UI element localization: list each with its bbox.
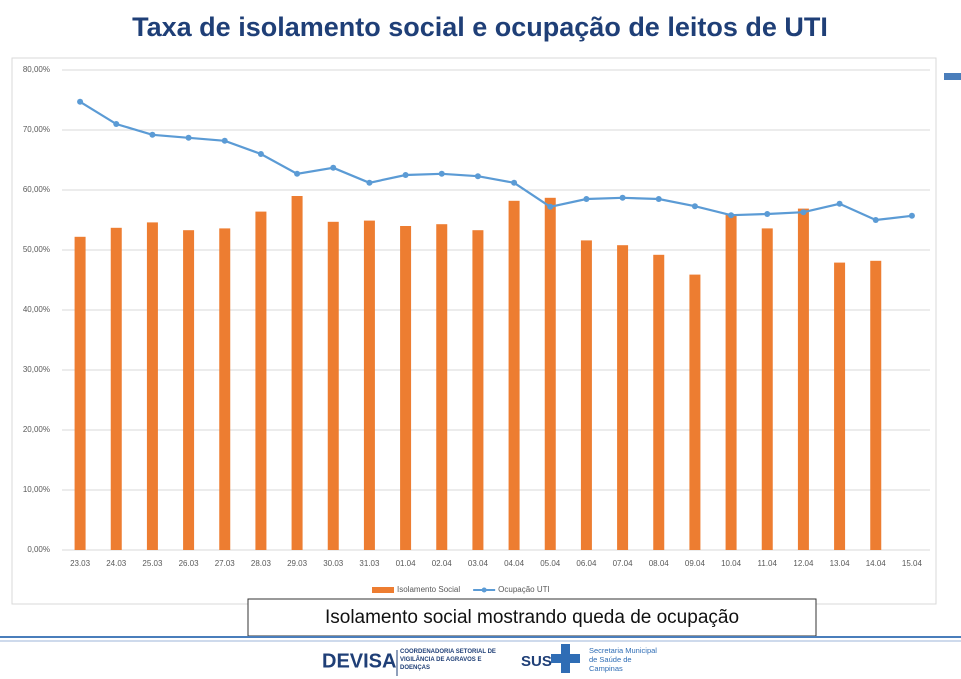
x-tick-label: 31.03 bbox=[359, 559, 380, 568]
plot: 0,00% 10,00% 20,00% 30,00% 40,00% 50,00% 60,00… bbox=[23, 65, 930, 594]
x-tick-label: 11.04 bbox=[758, 559, 778, 568]
y-tick-label: 70,00% bbox=[23, 125, 50, 134]
x-tick-label: 12.04 bbox=[793, 559, 814, 568]
legend-swatch bbox=[481, 587, 487, 593]
y-tick-label: 60,00% bbox=[23, 185, 50, 194]
logo-devisa-sub: COORDENADORIA SETORIAL DE VIGILÂNCIA DE … bbox=[400, 649, 496, 671]
x-tick-label: 09.04 bbox=[685, 559, 706, 568]
legend-label: Ocupação UTI bbox=[498, 585, 550, 594]
line-marker bbox=[872, 217, 879, 223]
line-marker bbox=[366, 179, 373, 186]
bar bbox=[146, 222, 158, 550]
y-tick-label: 40,00% bbox=[23, 305, 50, 314]
x-tick-label: 26.03 bbox=[179, 559, 200, 568]
x-tick-label: 05.04 bbox=[540, 559, 561, 568]
x-tick-label: 13.04 bbox=[830, 559, 851, 568]
bar bbox=[508, 200, 520, 551]
y-tick-label: 0,00% bbox=[27, 545, 50, 554]
legend-swatch bbox=[372, 587, 394, 593]
bar bbox=[255, 211, 267, 550]
x-tick-label: 07.04 bbox=[613, 559, 634, 568]
bar bbox=[870, 260, 882, 550]
bar bbox=[327, 221, 339, 551]
logo-cross bbox=[551, 644, 580, 673]
y-tick-label: 50,00% bbox=[23, 245, 50, 254]
line-marker bbox=[149, 131, 156, 138]
line-marker bbox=[728, 212, 735, 219]
logo-devisa-sub-box: COORDENADORIA SETORIAL DE VIGILÂNCIA DE … bbox=[400, 649, 496, 671]
y-tick-label: 20,00% bbox=[23, 425, 50, 434]
bar bbox=[110, 227, 122, 551]
line-marker bbox=[511, 179, 518, 186]
bar bbox=[797, 208, 809, 550]
line-marker bbox=[836, 200, 843, 207]
line bbox=[79, 100, 913, 222]
bar bbox=[725, 214, 737, 550]
x-tick-label: 06.04 bbox=[576, 559, 597, 568]
bar bbox=[580, 240, 592, 550]
slide-title: Taxa de isolamento social e ocupação de … bbox=[132, 12, 828, 42]
bar bbox=[219, 228, 231, 550]
y-tick-label: 10,00% bbox=[23, 485, 50, 494]
logo-secretaria: Secretaria Municipal de Saúde de Campina… bbox=[589, 646, 657, 673]
y-tick-label: 30,00% bbox=[23, 365, 50, 374]
bar bbox=[183, 230, 195, 550]
bar bbox=[436, 224, 448, 550]
logo-secretaria-box: Secretaria Municipal de Saúde de Campina… bbox=[589, 646, 657, 673]
line-marker bbox=[800, 209, 807, 216]
line-marker bbox=[257, 151, 264, 157]
line-marker bbox=[547, 203, 554, 210]
bar bbox=[74, 236, 86, 551]
x-tick-label: 14.04 bbox=[866, 559, 887, 568]
x-tick-label: 25.03 bbox=[142, 559, 163, 568]
logo-sus: SUS bbox=[521, 653, 552, 670]
x-tick-label: 10.04 bbox=[721, 559, 742, 568]
x-tick-label: 02.04 bbox=[432, 559, 453, 568]
line-marker bbox=[294, 170, 301, 177]
line-marker bbox=[655, 196, 662, 202]
x-tick-label: 30.03 bbox=[323, 559, 344, 568]
bar bbox=[834, 262, 846, 550]
x-tick-label: 03.04 bbox=[468, 559, 489, 568]
bar bbox=[653, 254, 665, 551]
caption-box bbox=[247, 598, 817, 637]
caption: Isolamento social mostrando queda de ocu… bbox=[325, 607, 739, 628]
line-marker bbox=[402, 172, 409, 178]
logo-devisa: DEVISA bbox=[322, 650, 396, 672]
line-marker bbox=[764, 211, 771, 217]
line-marker bbox=[583, 196, 590, 202]
line-marker bbox=[77, 98, 84, 105]
x-tick-label: 23.03 bbox=[70, 559, 91, 568]
legend-label: Isolamento Social bbox=[397, 585, 460, 594]
bar bbox=[617, 245, 629, 550]
line-marker bbox=[221, 137, 228, 144]
bar bbox=[472, 230, 484, 550]
x-tick-label: 15.04 bbox=[902, 559, 923, 568]
x-tick-label: 08.04 bbox=[649, 559, 670, 568]
line-marker bbox=[185, 134, 192, 141]
line-marker bbox=[438, 170, 445, 177]
line-marker bbox=[474, 173, 481, 180]
bar bbox=[761, 228, 773, 550]
y-tick-label: 80,00% bbox=[23, 65, 50, 74]
line-marker bbox=[619, 194, 626, 201]
decor bbox=[944, 73, 961, 80]
x-tick-label: 24.03 bbox=[106, 559, 127, 568]
bar bbox=[544, 197, 556, 551]
line-marker bbox=[113, 121, 120, 127]
bar bbox=[291, 196, 303, 550]
line-marker bbox=[330, 164, 337, 171]
x-tick-label: 04.04 bbox=[504, 559, 525, 568]
line-marker bbox=[908, 212, 915, 219]
x-tick-label: 28.03 bbox=[251, 559, 272, 568]
x-tick-label: 29.03 bbox=[287, 559, 308, 568]
x-tick-label: 01.04 bbox=[396, 559, 417, 568]
bar bbox=[363, 220, 375, 550]
bar bbox=[689, 274, 701, 550]
line-marker bbox=[691, 203, 698, 210]
x-tick-label: 27.03 bbox=[215, 559, 236, 568]
bar bbox=[400, 226, 412, 550]
